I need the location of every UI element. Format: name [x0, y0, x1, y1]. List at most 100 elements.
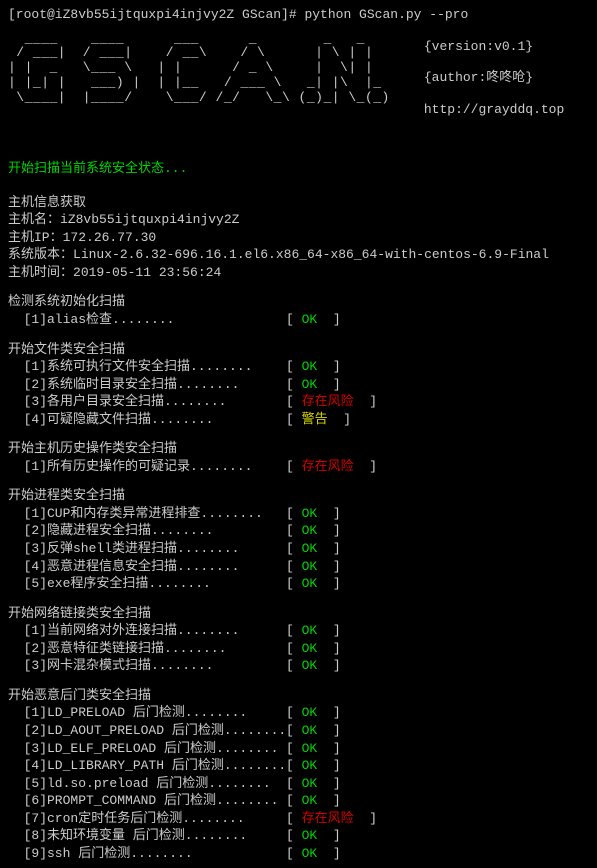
hostname-label: 主机名：	[8, 212, 60, 227]
shell-prompt: [root@iZ8vb55ijtquxpi4injvy2Z GScan]# py…	[8, 6, 589, 24]
status-text: OK	[302, 576, 318, 591]
bracket-right: ]	[354, 811, 377, 826]
section-title: 开始主机历史操作类安全扫描	[8, 440, 589, 458]
check-line: [4]可疑隐藏文件扫描........[ 警告 ]	[8, 411, 589, 429]
scan-section: 检测系统初始化扫描 [1]alias检查........[ OK ]	[8, 293, 589, 328]
bracket-left: [	[286, 506, 302, 521]
check-status: [ OK ]	[286, 558, 341, 576]
check-line: [1]alias检查........[ OK ]	[8, 311, 589, 329]
check-label: [6]PROMPT_COMMAND 后门检测........	[8, 792, 286, 810]
bracket-left: [	[286, 705, 302, 720]
meta-block: {version:v0.1} {author:咚咚呛} http://grayd…	[424, 38, 564, 133]
bracket-left: [	[286, 846, 302, 861]
bracket-right: ]	[317, 559, 340, 574]
check-status: [ 存在风险 ]	[286, 810, 377, 828]
bracket-left: [	[286, 312, 302, 327]
bracket-left: [	[286, 758, 302, 773]
bracket-right: ]	[317, 576, 340, 591]
check-line: [4]LD_LIBRARY_PATH 后门检测........[ OK ]	[8, 757, 589, 775]
scan-section: 开始文件类安全扫描 [1]系统可执行文件安全扫描........[ OK ] […	[8, 341, 589, 429]
status-text: OK	[302, 541, 318, 556]
bracket-right: ]	[317, 623, 340, 638]
bracket-right: ]	[317, 523, 340, 538]
host-info-title: 主机信息获取	[8, 194, 589, 212]
status-text: OK	[302, 723, 318, 738]
bracket-right: ]	[317, 758, 340, 773]
check-line: [2]恶意特征类链接扫描........[ OK ]	[8, 640, 589, 658]
bracket-right: ]	[317, 793, 340, 808]
bracket-left: [	[286, 459, 302, 474]
bracket-right: ]	[317, 828, 340, 843]
bracket-right: ]	[317, 776, 340, 791]
check-line: [1]当前网络对外连接扫描........[ OK ]	[8, 622, 589, 640]
check-label: [1]所有历史操作的可疑记录........	[8, 458, 286, 476]
check-status: [ 存在风险 ]	[286, 458, 377, 476]
bracket-right: ]	[317, 846, 340, 861]
status-text: OK	[302, 793, 318, 808]
check-label: [8]未知环境变量 后门检测........	[8, 827, 286, 845]
ip-value: 172.26.77.30	[63, 230, 157, 245]
status-text: 存在风险	[302, 459, 354, 474]
bracket-right: ]	[354, 459, 377, 474]
bracket-left: [	[286, 623, 302, 638]
bracket-right: ]	[317, 359, 340, 374]
check-status: [ OK ]	[286, 827, 341, 845]
check-line: [3]网卡混杂模式扫描........[ OK ]	[8, 657, 589, 675]
scan-section: 开始网络链接类安全扫描 [1]当前网络对外连接扫描........[ OK ] …	[8, 605, 589, 675]
check-label: [3]LD_ELF_PRELOAD 后门检测........	[8, 740, 286, 758]
check-label: [1]LD_PRELOAD 后门检测........	[8, 704, 286, 722]
os-label: 系统版本：	[8, 247, 73, 262]
status-text: OK	[302, 658, 318, 673]
status-text: OK	[302, 846, 318, 861]
check-line: [1]CUP和内存类异常进程排查........[ OK ]	[8, 505, 589, 523]
check-label: [1]CUP和内存类异常进程排查........	[8, 505, 286, 523]
status-text: 存在风险	[302, 811, 354, 826]
check-status: [ OK ]	[286, 757, 341, 775]
bracket-right: ]	[328, 412, 351, 427]
bracket-left: [	[286, 776, 302, 791]
check-label: [4]恶意进程信息安全扫描........	[8, 558, 286, 576]
check-line: [8]未知环境变量 后门检测........[ OK ]	[8, 827, 589, 845]
check-label: [3]各用户目录安全扫描........	[8, 393, 286, 411]
check-status: [ OK ]	[286, 657, 341, 675]
check-status: [ OK ]	[286, 740, 341, 758]
check-label: [5]exe程序安全扫描........	[8, 575, 286, 593]
bracket-left: [	[286, 359, 302, 374]
status-text: OK	[302, 506, 318, 521]
time-line: 主机时间：2019-05-11 23:56:24	[8, 264, 589, 282]
check-label: [2]系统临时目录安全扫描........	[8, 376, 286, 394]
bracket-right: ]	[317, 658, 340, 673]
time-value: 2019-05-11 23:56:24	[73, 265, 221, 280]
bracket-left: [	[286, 377, 302, 392]
check-line: [3]LD_ELF_PRELOAD 后门检测........[ OK ]	[8, 740, 589, 758]
status-text: OK	[302, 776, 318, 791]
check-label: [2]恶意特征类链接扫描........	[8, 640, 286, 658]
check-line: [1]所有历史操作的可疑记录........[ 存在风险 ]	[8, 458, 589, 476]
status-text: OK	[302, 312, 318, 327]
status-text: OK	[302, 623, 318, 638]
check-line: [3]反弹shell类进程扫描........[ OK ]	[8, 540, 589, 558]
status-text: OK	[302, 523, 318, 538]
time-label: 主机时间：	[8, 265, 73, 280]
check-label: [4]可疑隐藏文件扫描........	[8, 411, 286, 429]
bracket-right: ]	[317, 377, 340, 392]
bracket-left: [	[286, 641, 302, 656]
check-line: [4]恶意进程信息安全扫描........[ OK ]	[8, 558, 589, 576]
check-line: [1]LD_PRELOAD 后门检测........[ OK ]	[8, 704, 589, 722]
check-status: [ OK ]	[286, 540, 341, 558]
check-status: [ OK ]	[286, 358, 341, 376]
check-status: [ OK ]	[286, 376, 341, 394]
check-line: [9]ssh 后门检测........[ OK ]	[8, 845, 589, 863]
os-value: Linux-2.6.32-696.16.1.el6.x86_64-x86_64-…	[73, 247, 549, 262]
scan-start-line: 开始扫描当前系统安全状态...	[8, 160, 589, 178]
bracket-left: [	[286, 576, 302, 591]
section-title: 开始文件类安全扫描	[8, 341, 589, 359]
check-line: [2]隐藏进程安全扫描........[ OK ]	[8, 522, 589, 540]
bracket-left: [	[286, 412, 302, 427]
scan-section: 开始恶意后门类安全扫描 [1]LD_PRELOAD 后门检测........[ …	[8, 687, 589, 862]
bracket-left: [	[286, 723, 302, 738]
bracket-left: [	[286, 541, 302, 556]
check-status: [ OK ]	[286, 792, 341, 810]
check-label: [5]ld.so.preload 后门检测........	[8, 775, 286, 793]
check-line: [7]cron定时任务后门检测........[ 存在风险 ]	[8, 810, 589, 828]
